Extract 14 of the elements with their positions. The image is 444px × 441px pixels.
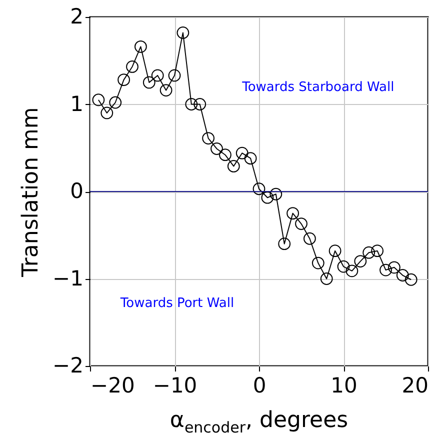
y-tick-label: −1 bbox=[52, 266, 84, 290]
annotation: Towards Port Wall bbox=[119, 296, 234, 312]
x-tick-label: −20 bbox=[90, 374, 135, 398]
annotation: Towards Starboard Wall bbox=[241, 80, 394, 95]
y-tick-label: 1 bbox=[70, 92, 84, 116]
y-tick-label: 0 bbox=[70, 179, 84, 203]
x-tick-label: 20 bbox=[402, 374, 428, 398]
x-tick-label: 0 bbox=[252, 374, 266, 398]
x-axis-title: α$_{encoder}$, degrees bbox=[168, 408, 350, 436]
y-tick-label: 2 bbox=[70, 4, 84, 28]
x-tick-label: −10 bbox=[152, 374, 198, 398]
x-tick-label: 10 bbox=[330, 374, 358, 398]
y-tick-label: −2 bbox=[52, 354, 84, 378]
y-axis-title: Translation mm bbox=[18, 107, 44, 278]
